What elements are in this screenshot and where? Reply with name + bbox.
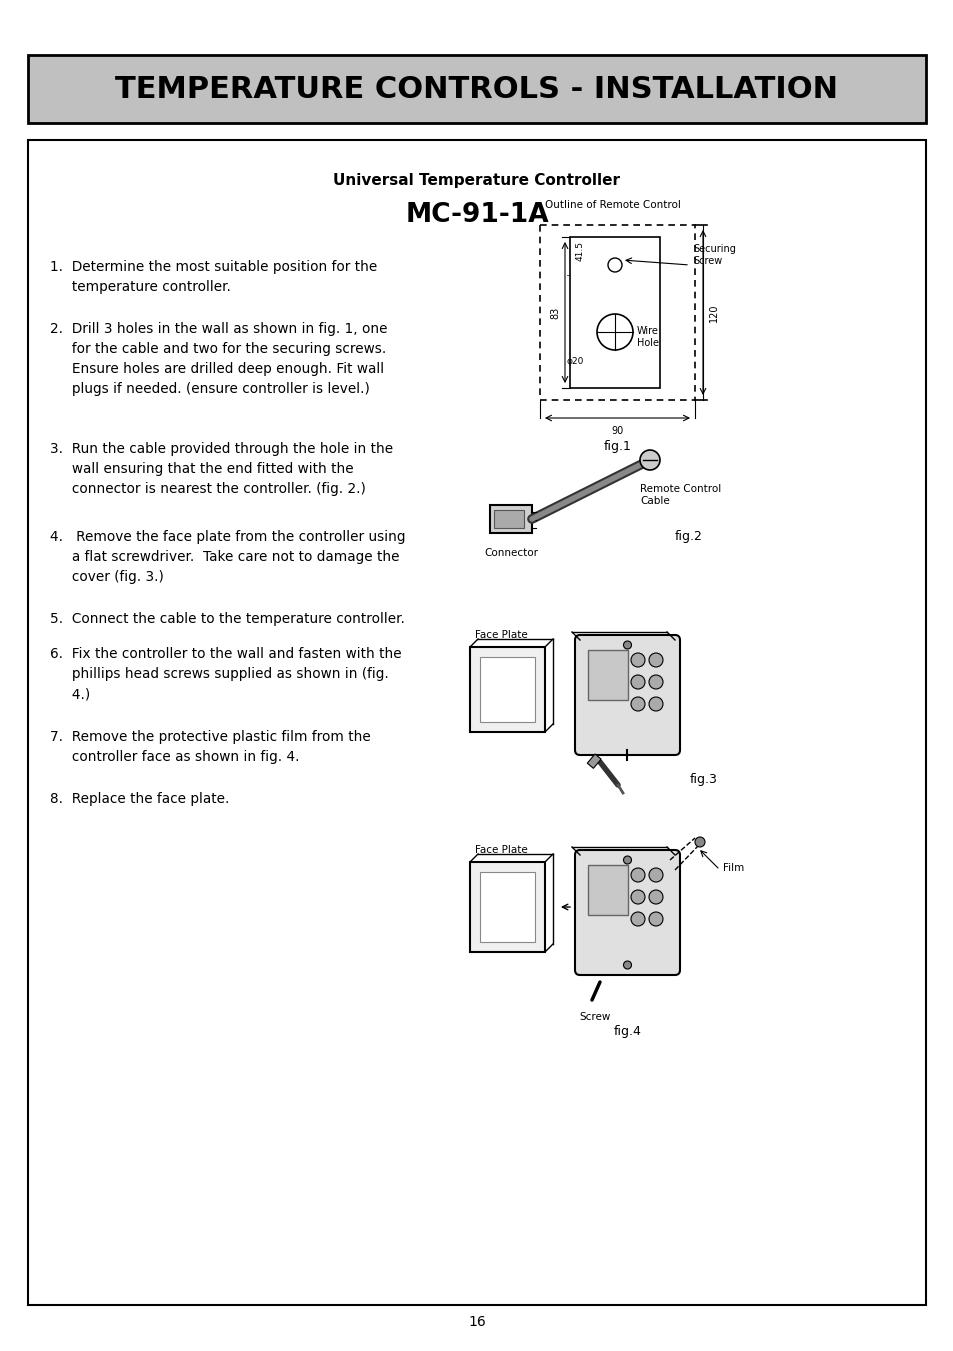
Circle shape xyxy=(648,697,662,711)
Bar xyxy=(479,657,535,721)
Text: fig.2: fig.2 xyxy=(675,530,702,543)
Bar xyxy=(479,871,535,942)
Text: TEMPERATURE CONTROLS - INSTALLATION: TEMPERATURE CONTROLS - INSTALLATION xyxy=(115,74,838,104)
Bar xyxy=(494,509,523,528)
FancyBboxPatch shape xyxy=(575,635,679,755)
Bar xyxy=(569,236,659,388)
Text: Remote Control
Cable: Remote Control Cable xyxy=(639,484,720,505)
Circle shape xyxy=(630,890,644,904)
Circle shape xyxy=(630,653,644,667)
Text: 41.5: 41.5 xyxy=(575,240,584,261)
Text: φ20: φ20 xyxy=(566,357,583,366)
Circle shape xyxy=(630,912,644,925)
Text: fig.3: fig.3 xyxy=(689,774,717,786)
Text: 6.  Fix the controller to the wall and fasten with the
     phillips head screws: 6. Fix the controller to the wall and fa… xyxy=(50,647,401,701)
Circle shape xyxy=(695,838,704,847)
Text: 5.  Connect the cable to the temperature controller.: 5. Connect the cable to the temperature … xyxy=(50,612,404,626)
Text: 3.  Run the cable provided through the hole in the
     wall ensuring that the e: 3. Run the cable provided through the ho… xyxy=(50,442,393,496)
Bar xyxy=(470,647,544,732)
Text: Face Plate: Face Plate xyxy=(475,630,527,640)
Text: Universal Temperature Controller: Universal Temperature Controller xyxy=(334,173,619,188)
Circle shape xyxy=(630,676,644,689)
Text: 7.  Remove the protective plastic film from the
     controller face as shown in: 7. Remove the protective plastic film fr… xyxy=(50,730,371,765)
Text: Film: Film xyxy=(722,863,743,873)
Text: 4.   Remove the face plate from the controller using
     a flat screwdriver.  T: 4. Remove the face plate from the contro… xyxy=(50,530,405,584)
Text: 2.  Drill 3 holes in the wall as shown in fig. 1, one
     for the cable and two: 2. Drill 3 holes in the wall as shown in… xyxy=(50,322,387,396)
Circle shape xyxy=(623,857,631,865)
Text: fig.4: fig.4 xyxy=(613,1025,640,1038)
Circle shape xyxy=(639,450,659,470)
Bar xyxy=(470,862,544,952)
FancyBboxPatch shape xyxy=(575,850,679,975)
Circle shape xyxy=(630,867,644,882)
FancyBboxPatch shape xyxy=(490,505,532,534)
Circle shape xyxy=(648,653,662,667)
Circle shape xyxy=(648,912,662,925)
Text: Screw: Screw xyxy=(578,1012,610,1021)
Text: 90: 90 xyxy=(611,426,623,436)
Text: Securing
Screw: Securing Screw xyxy=(692,245,735,266)
Text: MC-91-1A: MC-91-1A xyxy=(405,203,548,228)
Text: Wire
Hole: Wire Hole xyxy=(637,326,659,347)
Text: 8.  Replace the face plate.: 8. Replace the face plate. xyxy=(50,792,229,807)
Text: 83: 83 xyxy=(550,307,559,319)
Bar xyxy=(28,141,925,1305)
Bar xyxy=(587,650,627,700)
Text: Outline of Remote Control: Outline of Remote Control xyxy=(544,200,680,209)
Circle shape xyxy=(623,640,631,648)
Text: 120: 120 xyxy=(708,303,719,322)
Bar xyxy=(587,865,627,915)
Text: Face Plate: Face Plate xyxy=(475,844,527,855)
Text: fig.1: fig.1 xyxy=(603,440,631,453)
Bar xyxy=(28,55,925,123)
Circle shape xyxy=(648,676,662,689)
Text: 1.  Determine the most suitable position for the
     temperature controller.: 1. Determine the most suitable position … xyxy=(50,259,376,295)
Bar xyxy=(539,226,695,400)
Circle shape xyxy=(648,867,662,882)
Circle shape xyxy=(630,697,644,711)
Circle shape xyxy=(623,961,631,969)
Circle shape xyxy=(648,890,662,904)
Bar xyxy=(587,754,600,769)
Text: 16: 16 xyxy=(468,1315,485,1329)
Text: Connector: Connector xyxy=(483,549,537,558)
